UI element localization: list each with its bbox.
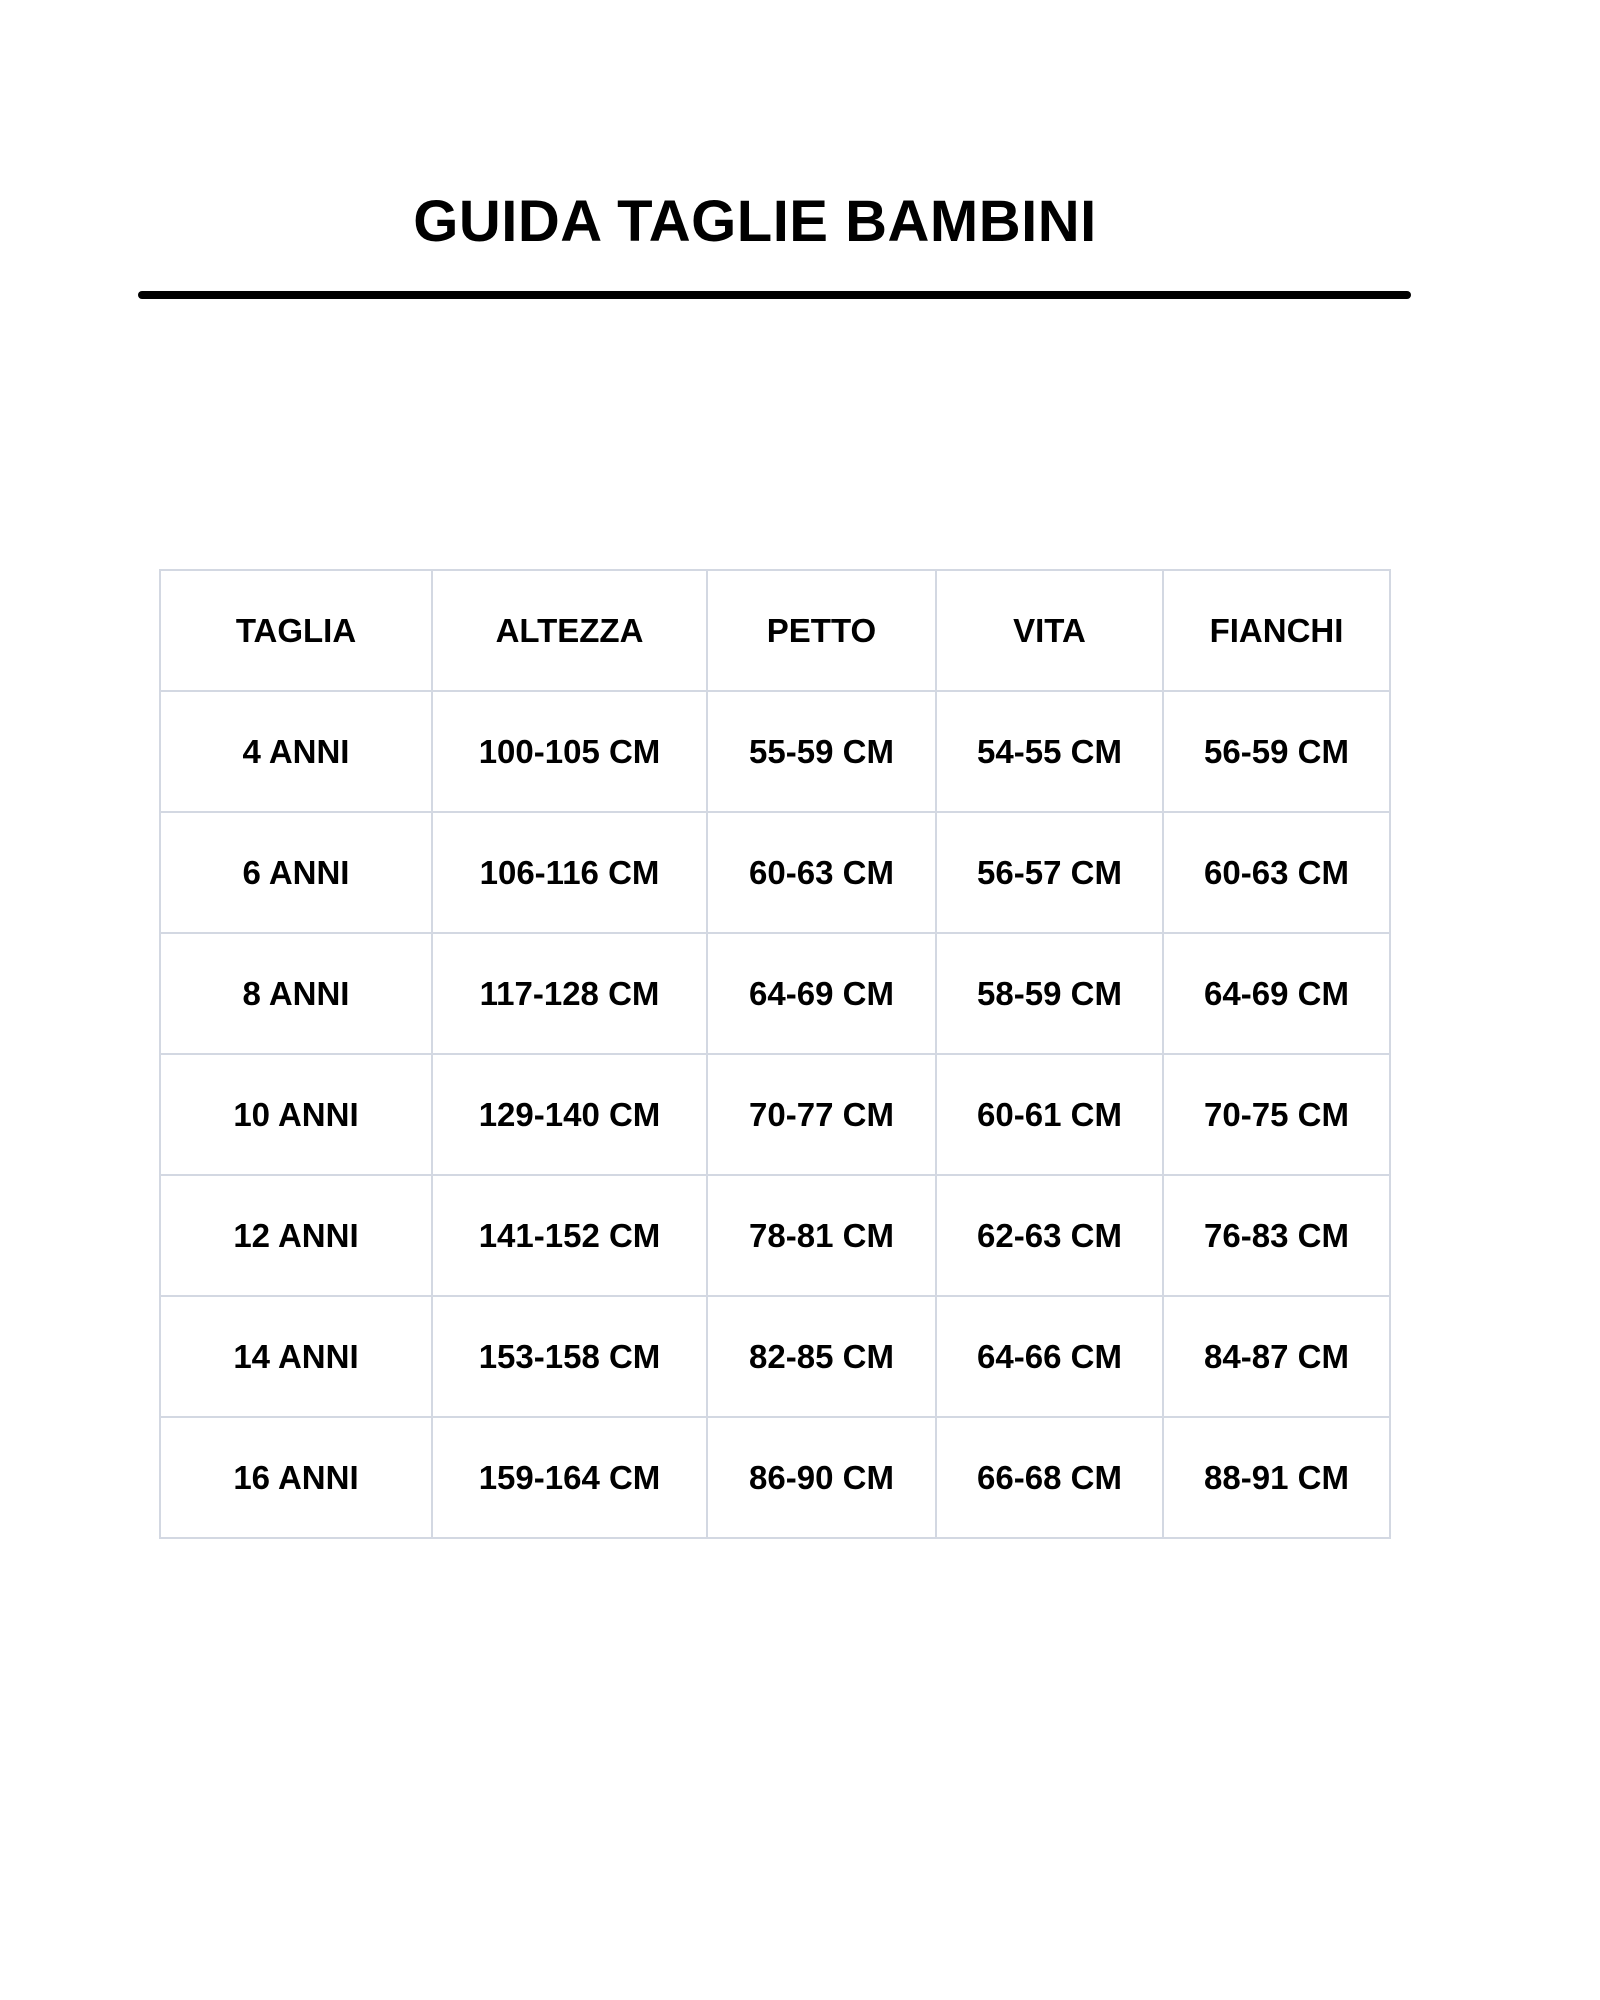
table-cell: 100-105 CM [431,690,708,813]
table-cell: 64-69 CM [1162,932,1391,1055]
table-cell: 55-59 CM [706,690,937,813]
table-cell: 129-140 CM [431,1053,708,1176]
table-cell: 56-59 CM [1162,690,1391,813]
table-row: 4 ANNI 100-105 CM 55-59 CM 54-55 CM 56-59 CM [159,690,1391,813]
table-cell: 84-87 CM [1162,1295,1391,1418]
header-row: TAGLIA ALTEZZA PETTO VITA FIANCHI [159,569,1391,692]
table-cell: 16 ANNI [159,1416,433,1539]
table-cell: 12 ANNI [159,1174,433,1297]
table-cell: 64-69 CM [706,932,937,1055]
table-cell: 66-68 CM [935,1416,1164,1539]
table-cell: 60-63 CM [706,811,937,934]
table-cell: 60-61 CM [935,1053,1164,1176]
column-header: PETTO [706,569,937,692]
table-cell: 58-59 CM [935,932,1164,1055]
column-header: ALTEZZA [431,569,708,692]
table-cell: 62-63 CM [935,1174,1164,1297]
table-cell: 56-57 CM [935,811,1164,934]
table-cell: 4 ANNI [159,690,433,813]
table-cell: 10 ANNI [159,1053,433,1176]
table-cell: 70-75 CM [1162,1053,1391,1176]
table-cell: 54-55 CM [935,690,1164,813]
table-row: 12 ANNI 141-152 CM 78-81 CM 62-63 CM 76-83 C… [159,1174,1391,1297]
table-cell: 6 ANNI [159,811,433,934]
table-cell: 86-90 CM [706,1416,937,1539]
table-row: 14 ANNI 153-158 CM 82-85 CM 64-66 CM 84-87 C… [159,1295,1391,1418]
table-row: 8 ANNI 117-128 CM 64-69 CM 58-59 CM 64-69 CM [159,932,1391,1055]
table-row: 16 ANNI 159-164 CM 86-90 CM 66-68 CM 88-91 C… [159,1416,1391,1539]
table-cell: 8 ANNI [159,932,433,1055]
page-title: GUIDA TAGLIE BAMBINI [413,189,1097,254]
size-chart-table: TAGLIA ALTEZZA PETTO VITA FIANCHI 4 ANNI 100-1… [159,569,1391,1539]
table-cell: 88-91 CM [1162,1416,1391,1539]
column-header: FIANCHI [1162,569,1391,692]
table-cell: 64-66 CM [935,1295,1164,1418]
table-cell: 78-81 CM [706,1174,937,1297]
table-row: 10 ANNI 129-140 CM 70-77 CM 60-61 CM 70-75 C… [159,1053,1391,1176]
table-cell: 117-128 CM [431,932,708,1055]
table-cell: 14 ANNI [159,1295,433,1418]
table-cell: 76-83 CM [1162,1174,1391,1297]
table-row: 6 ANNI 106-116 CM 60-63 CM 56-57 CM 60-63 CM [159,811,1391,934]
table-cell: 153-158 CM [431,1295,708,1418]
column-header: TAGLIA [159,569,433,692]
table-cell: 60-63 CM [1162,811,1391,934]
title-divider [138,291,1411,299]
table-cell: 70-77 CM [706,1053,937,1176]
column-header: VITA [935,569,1164,692]
table-cell: 106-116 CM [431,811,708,934]
table-cell: 141-152 CM [431,1174,708,1297]
table-cell: 82-85 CM [706,1295,937,1418]
table-cell: 159-164 CM [431,1416,708,1539]
